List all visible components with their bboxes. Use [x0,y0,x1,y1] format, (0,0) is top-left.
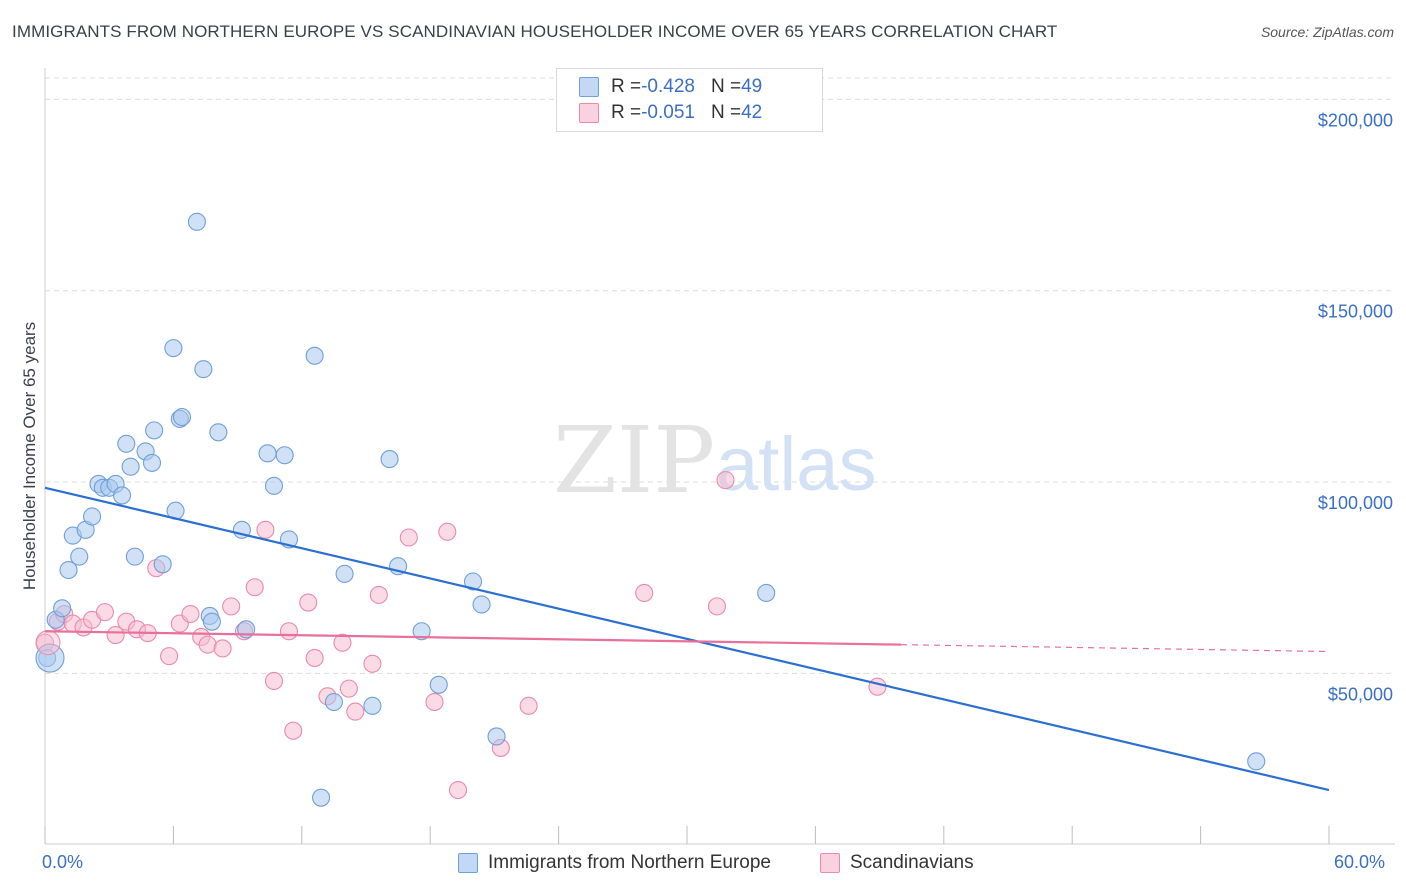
scandinavian-point [213,639,232,658]
legend-swatch-blue [458,853,478,873]
scandinavian-point [284,721,303,740]
northern-europe-point [117,434,136,453]
legend-swatch-blue [579,77,599,97]
legend-n-label: N = [710,102,742,123]
scandinavian-point [339,679,358,698]
northern-europe-point [487,727,506,746]
legend-row-northern-europe: R = -0.428 N = 49 [579,74,762,100]
northern-europe-point [112,486,132,505]
legend-n-value: 49 [741,76,763,97]
scandinavian-point [346,702,365,721]
source-label: Source: ZipAtlas.com [1260,24,1394,40]
scandinavian-point [305,648,324,668]
scandinavian-point [198,635,217,654]
northern-europe-point [187,212,206,231]
legend-row-scandinavians: R = -0.051 N = 42 [579,100,762,126]
legend-item-scandinavians: Scandinavians [820,852,974,874]
scandinavian-point [707,597,727,616]
legend-label-scandinavians: Scandinavians [850,852,974,873]
scandinavian-point [256,520,275,539]
northern-europe-point [275,446,294,465]
legend-swatch-pink [579,103,599,123]
northern-europe-point [153,555,172,574]
northern-europe-point [312,788,331,807]
northern-europe-point [258,444,277,463]
scandinavian-point [160,647,179,666]
x-tick-label-max: 60.0% [1334,852,1386,872]
northern-europe-point [335,564,354,583]
northern-europe-point [412,622,431,641]
scandinavian-point [399,528,418,547]
scandinavian-point [868,677,887,696]
watermark-atlas: atlas [716,422,877,507]
northern-europe-point [757,583,776,603]
scandinavian-point [264,671,284,691]
northern-europe-point [202,612,221,631]
northern-europe-point [121,457,140,476]
northern-europe-point [305,346,324,365]
y-axis-label: Householder Income Over 65 years [20,322,39,590]
legend-r-value: -0.051 [641,102,695,123]
legend-item-northern-europe: Immigrants from Northern Europe [458,852,771,874]
legend-r-value: -0.428 [641,76,695,97]
scandinavian-point-large [35,630,61,656]
y-tick-label: $100,000 [1318,493,1393,513]
y-tick-label: $50,000 [1328,684,1393,704]
northern-europe-point [264,476,284,495]
correlation-legend: R = -0.428 N = 49 R = -0.051 N = 42 [556,68,823,132]
northern-europe-point [164,339,183,358]
northern-europe-point [83,507,102,526]
northern-europe-point [463,572,483,591]
northern-europe-point [142,453,162,472]
scandinavian-point [299,593,318,612]
northern-europe-point [194,360,213,379]
scandinavian-point [363,654,382,673]
legend-n-label: N = [710,76,742,97]
legend-r-label: R = [611,102,642,123]
scandinavian-point [369,585,388,604]
legend-label-northern-europe: Immigrants from Northern Europe [488,852,771,873]
watermark-zip: ZIP [553,407,715,514]
northern-europe-point [125,547,144,566]
y-tick-label: $150,000 [1318,302,1393,322]
scandinavian-point [635,583,654,603]
scandinavian-point [245,578,264,597]
northern-europe-point [172,407,192,427]
series-legend: Immigrants from Northern Europe Scandina… [0,852,1406,878]
legend-n-value: 42 [741,102,763,123]
scandinavian-point [425,692,444,712]
x-tick-label-min: 0.0% [42,852,84,872]
northern-europe-point [380,450,399,469]
northern-europe-point [472,595,491,614]
legend-r-label: R = [611,76,642,97]
northern-europe-point [209,423,228,442]
chart-title: IMMIGRANTS FROM NORTHERN EUROPE VS SCAND… [12,22,1058,41]
northern-europe-point [1247,752,1266,771]
scandinavian-point [519,696,538,715]
northern-europe-point [53,599,72,618]
scandinavian-point [106,626,125,645]
scandinavian-point [279,622,299,641]
northern-europe-trend-line [44,486,1330,792]
scandinavian-point [95,603,114,622]
scandinavian-point [333,633,352,652]
northern-europe-point [429,675,448,694]
northern-europe-point [363,696,382,715]
scandinavian-point [181,604,200,624]
northern-europe-point [59,560,78,580]
scandinavian-point [448,780,468,800]
y-tick-label: $200,000 [1318,110,1393,130]
scandinavian-trend-extension [900,644,1330,653]
northern-europe-point [145,421,164,440]
scandinavian-point [222,597,241,616]
scandinavian-trend-line [44,630,902,646]
legend-swatch-pink [820,853,840,873]
scandinavian-point [438,522,457,541]
northern-europe-point [70,547,89,566]
northern-europe-point [324,692,343,712]
scandinavian-point [716,471,735,490]
